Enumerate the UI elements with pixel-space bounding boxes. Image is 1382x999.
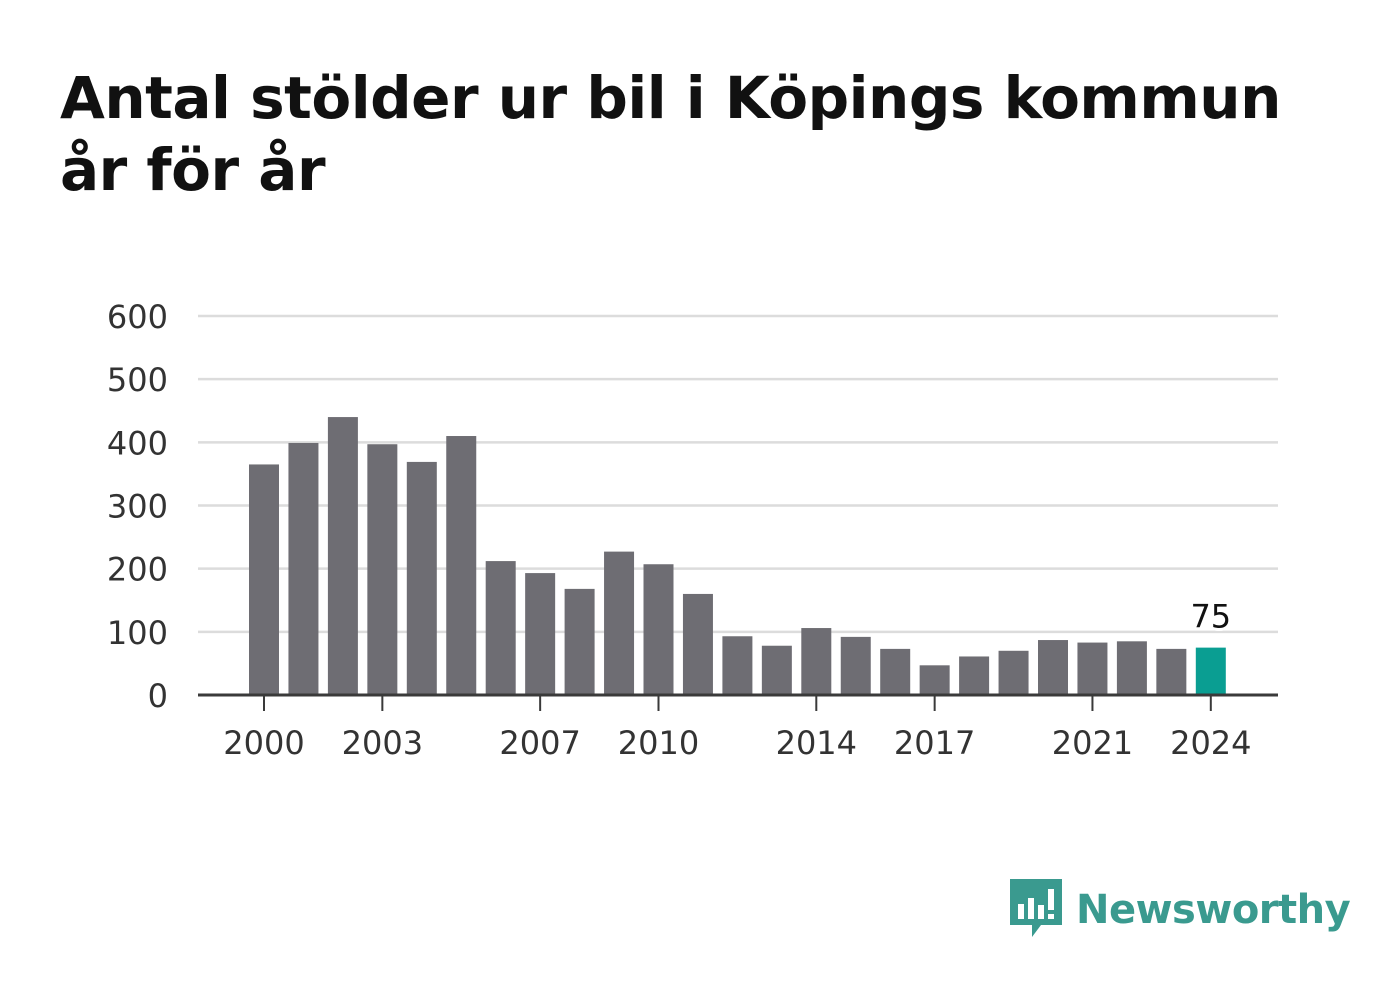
- y-tick-label: 200: [107, 551, 168, 589]
- x-tick-label: 2021: [1052, 724, 1133, 762]
- x-tick-label: 2000: [223, 724, 304, 762]
- bar-2015: [840, 636, 871, 695]
- bar-2017: [919, 665, 950, 695]
- y-tick-label: 600: [107, 298, 168, 336]
- x-axis-ticks: 2000 2003 2007 2010 2014 2017 2021 2024: [223, 695, 1252, 762]
- bar-2004: [406, 461, 437, 695]
- gridlines: [198, 314, 1278, 634]
- x-tick-label: 2014: [776, 724, 857, 762]
- bar-2021: [1077, 642, 1108, 695]
- data-labels: 75: [1187, 595, 1234, 639]
- bar-2010: [643, 564, 674, 695]
- bar-2013: [761, 645, 792, 695]
- bar-2000: [249, 464, 279, 695]
- data-label-2024: 75: [1190, 598, 1231, 636]
- brand-name: Newsworthy: [1076, 887, 1351, 933]
- bar-2014: [801, 628, 832, 695]
- newsworthy-logo-icon: [1010, 879, 1062, 937]
- bar-2022: [1116, 641, 1147, 695]
- bar-2012: [722, 636, 753, 695]
- bar-2006: [485, 561, 516, 695]
- bars: [249, 417, 1226, 695]
- x-tick-label: 2010: [618, 724, 699, 762]
- x-tick-label: 2017: [894, 724, 975, 762]
- y-tick-label: 100: [107, 614, 168, 652]
- x-tick-label: 2024: [1170, 724, 1251, 762]
- bar-2011: [682, 593, 713, 695]
- y-tick-label: 400: [107, 424, 168, 462]
- chart-title: Antal stölder ur bil i Köpings kommun år…: [60, 64, 1281, 204]
- x-tick-label: 2003: [342, 724, 423, 762]
- brand-logo: Newsworthy: [1010, 878, 1351, 942]
- bar-2019: [998, 650, 1029, 695]
- bar-2001: [288, 442, 319, 695]
- bar-2003: [367, 444, 398, 695]
- y-tick-label: 500: [107, 361, 168, 399]
- y-axis-ticks: 0 100 200 300 400 500 600: [107, 298, 168, 715]
- bar-2024: [1195, 647, 1226, 695]
- bar-2008: [564, 588, 595, 695]
- bar-2002: [327, 417, 358, 695]
- y-tick-label: 300: [107, 488, 168, 526]
- bar-2016: [880, 648, 911, 695]
- bar-2018: [959, 656, 990, 695]
- bar-2005: [446, 436, 477, 695]
- bar-2023: [1156, 648, 1187, 695]
- x-tick-label: 2007: [499, 724, 580, 762]
- bar-2007: [525, 573, 556, 695]
- bar-2020: [1038, 640, 1068, 695]
- bar-2009: [604, 551, 635, 695]
- y-tick-label: 0: [148, 677, 168, 715]
